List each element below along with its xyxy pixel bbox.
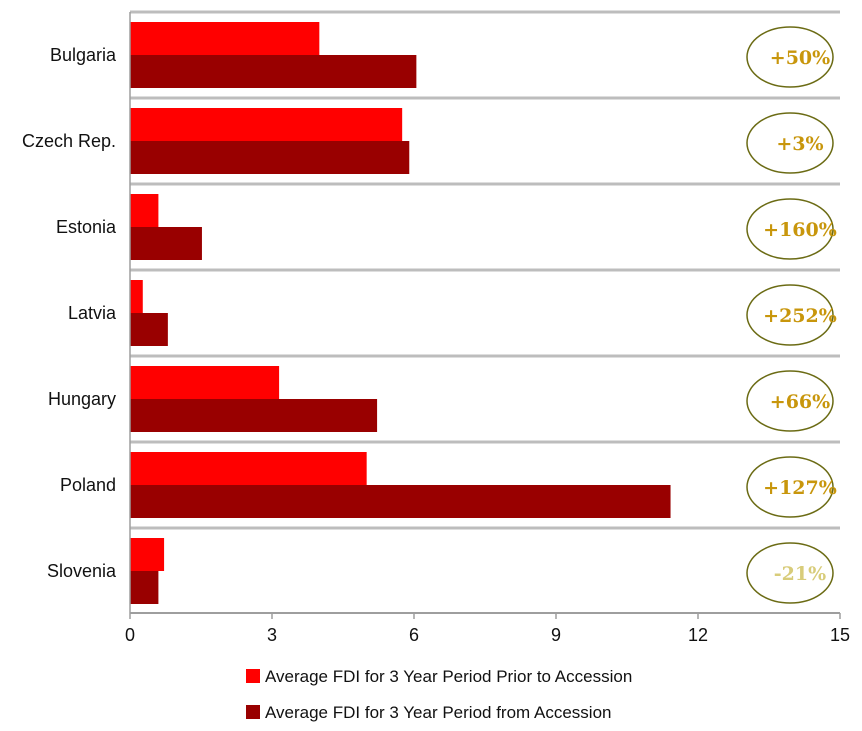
category-label: Estonia xyxy=(56,217,117,237)
annotation-label: +252% xyxy=(763,305,837,327)
bar-from-bulgaria xyxy=(130,55,417,88)
annotation-ellipse xyxy=(746,370,834,432)
annotation-ellipse xyxy=(746,542,834,604)
x-tick-label: 12 xyxy=(688,625,708,645)
annotation-label: +50% xyxy=(770,47,830,69)
annotation-ellipse xyxy=(746,198,834,260)
annotation-label: +160% xyxy=(763,219,837,241)
legend-swatch xyxy=(246,705,260,719)
legend-label: Average FDI for 3 Year Period Prior to A… xyxy=(265,667,632,686)
bar-prior-estonia xyxy=(130,194,159,227)
bars-group xyxy=(130,22,671,604)
bar-prior-hungary xyxy=(130,366,280,399)
category-label: Slovenia xyxy=(47,561,117,581)
annotation-label: +3% xyxy=(776,133,823,155)
x-axis: 0 3 6 9 12 15 xyxy=(125,12,850,645)
x-tick-label: 9 xyxy=(551,625,561,645)
category-label: Bulgaria xyxy=(50,45,117,65)
bar-from-latvia xyxy=(130,313,168,346)
bar-from-poland xyxy=(130,485,671,518)
category-label: Latvia xyxy=(68,303,117,323)
bar-from-slovenia xyxy=(130,571,159,604)
bar-prior-latvia xyxy=(130,280,143,313)
category-label: Czech Rep. xyxy=(22,131,116,151)
bar-from-estonia xyxy=(130,227,202,260)
x-tick-label: 3 xyxy=(267,625,277,645)
annotation-ellipse xyxy=(746,26,834,88)
annotations-group: +50% +3% +160% +252% +66% +127% -21% xyxy=(746,26,837,604)
category-labels: Bulgaria Czech Rep. Estonia Latvia Hungary Po… xyxy=(22,45,117,581)
annotation-label: +127% xyxy=(763,477,837,499)
annotation-label: -21% xyxy=(774,563,826,585)
x-tick-label: 0 xyxy=(125,625,135,645)
bar-prior-czech-rep xyxy=(130,108,403,141)
row-separators xyxy=(130,10,840,530)
annotation-ellipse xyxy=(746,112,834,174)
bar-prior-bulgaria xyxy=(130,22,320,55)
legend-swatch xyxy=(246,669,260,683)
category-label: Poland xyxy=(60,475,116,495)
bar-prior-slovenia xyxy=(130,538,165,571)
bar-from-czech-rep xyxy=(130,141,410,174)
annotation-ellipse xyxy=(746,456,834,518)
bar-prior-poland xyxy=(130,452,367,485)
x-tick-label: 15 xyxy=(830,625,850,645)
legend: Average FDI for 3 Year Period Prior to A… xyxy=(246,667,632,722)
category-label: Hungary xyxy=(48,389,116,409)
annotation-label: +66% xyxy=(770,391,830,413)
annotation-ellipse xyxy=(746,284,834,346)
legend-label: Average FDI for 3 Year Period from Acces… xyxy=(265,703,611,722)
bar-from-hungary xyxy=(130,399,378,432)
x-tick-label: 6 xyxy=(409,625,419,645)
